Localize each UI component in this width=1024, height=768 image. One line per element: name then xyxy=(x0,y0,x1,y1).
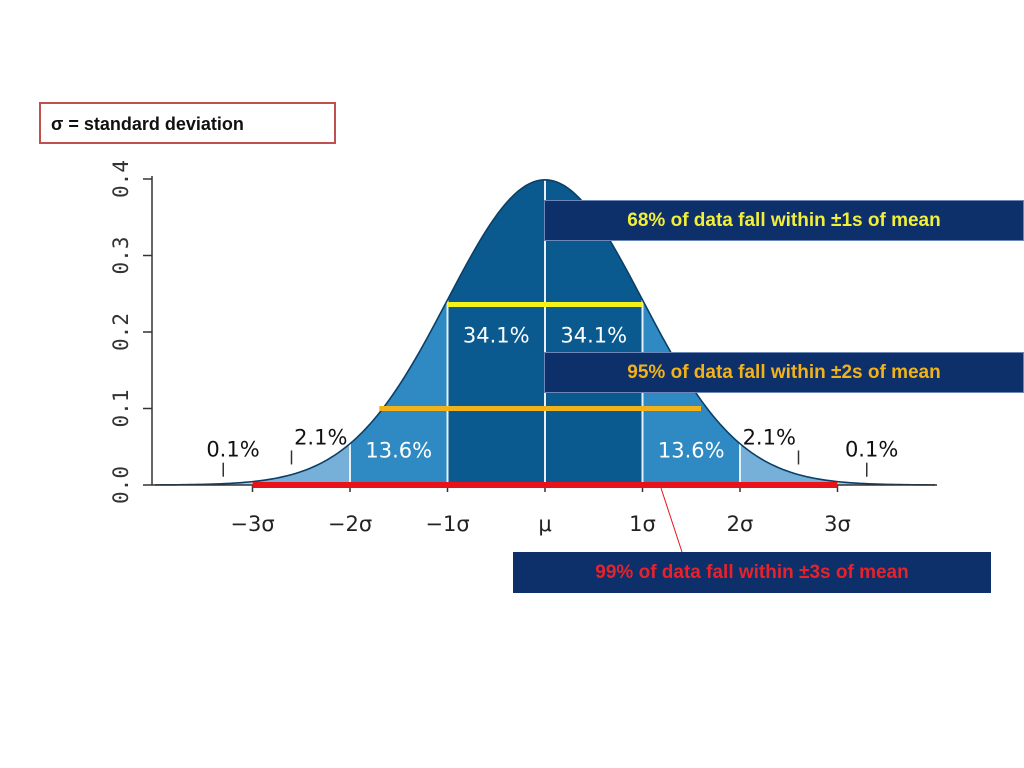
x-tick-label: 3σ xyxy=(824,512,851,536)
callout-one-sigma: 68% of data fall within ±1s of mean xyxy=(544,200,1024,241)
callout-three-sigma-connector xyxy=(660,487,683,553)
y-tick-label: 0.1 xyxy=(109,390,133,428)
percent-label: 0.1% xyxy=(206,438,259,462)
percent-label: 2.1% xyxy=(743,425,796,449)
percent-label: 13.6% xyxy=(658,438,725,462)
x-tick-label: 1σ xyxy=(629,512,656,536)
callout-one-sigma-text: 68% of data fall within ±1s of mean xyxy=(627,209,941,231)
x-tick-label: −3σ xyxy=(230,512,274,536)
x-tick-label: μ xyxy=(538,512,551,536)
percent-label: 34.1% xyxy=(463,324,530,348)
y-tick-label: 0.0 xyxy=(109,466,133,504)
y-tick-label: 0.3 xyxy=(109,237,133,275)
callout-three-sigma: 99% of data fall within ±3s of mean xyxy=(513,552,991,593)
percent-label: 34.1% xyxy=(560,324,627,348)
x-tick-label: −2σ xyxy=(328,512,372,536)
legend-box: σ = standard deviation xyxy=(39,102,336,144)
percent-label: 0.1% xyxy=(845,438,898,462)
y-tick-label: 0.4 xyxy=(109,160,133,198)
legend-text: σ = standard deviation xyxy=(51,114,244,134)
percent-label: 2.1% xyxy=(294,425,347,449)
callout-three-sigma-text: 99% of data fall within ±3s of mean xyxy=(595,561,909,583)
area-band-1 xyxy=(252,443,350,485)
callout-two-sigma-text: 95% of data fall within ±2s of mean xyxy=(627,361,941,383)
percent-label: 13.6% xyxy=(365,438,432,462)
y-tick-label: 0.2 xyxy=(109,313,133,351)
area-band-5 xyxy=(740,443,838,485)
x-tick-label: 2σ xyxy=(727,512,754,536)
callout-two-sigma: 95% of data fall within ±2s of mean xyxy=(544,352,1024,393)
x-tick-label: −1σ xyxy=(425,512,469,536)
density-curve xyxy=(154,179,936,486)
